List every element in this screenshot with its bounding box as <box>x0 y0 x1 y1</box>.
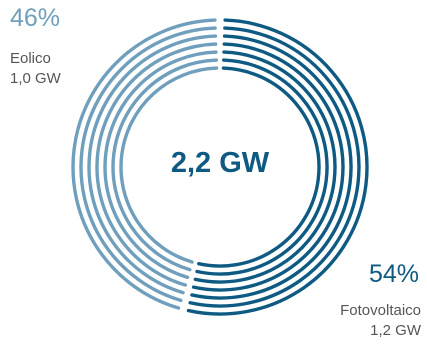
fotovoltaico-value: 1,2 GW <box>370 322 421 339</box>
slice-eolico-ring-3 <box>87 34 218 295</box>
slice-fotovoltaico-ring-6 <box>195 58 329 276</box>
slice-eolico-ring-1 <box>71 18 217 310</box>
slice-eolico <box>71 18 219 310</box>
slice-eolico-ring-4 <box>95 42 218 287</box>
slice-fotovoltaico-ring-1 <box>186 18 369 316</box>
slice-eolico-ring-7 <box>119 66 219 264</box>
slice-fotovoltaico-ring-3 <box>190 34 353 300</box>
eolico-value: 1,0 GW <box>10 70 61 87</box>
slice-eolico-ring-2 <box>79 26 217 303</box>
total-label: 2,2 GW <box>170 147 270 179</box>
slice-eolico-ring-5 <box>103 50 218 280</box>
eolico-legend: Eolico 1,0 GW <box>10 49 61 89</box>
eolico-percent: 46% <box>10 4 61 32</box>
slice-fotovoltaico-ring-5 <box>193 50 337 284</box>
eolico-name: Eolico <box>10 50 51 67</box>
slice-fotovoltaico-ring-7 <box>197 66 321 268</box>
slice-fotovoltaico-ring-2 <box>188 26 361 308</box>
slice-fotovoltaico <box>186 18 369 316</box>
slice-fotovoltaico-ring-4 <box>191 42 345 292</box>
fotovoltaico-name: Fotovoltaico <box>340 302 421 319</box>
slice-eolico-ring-6 <box>111 58 218 272</box>
fotovoltaico-legend: Fotovoltaico 1,2 GW <box>340 301 421 341</box>
fotovoltaico-percent: 54% <box>368 260 419 288</box>
